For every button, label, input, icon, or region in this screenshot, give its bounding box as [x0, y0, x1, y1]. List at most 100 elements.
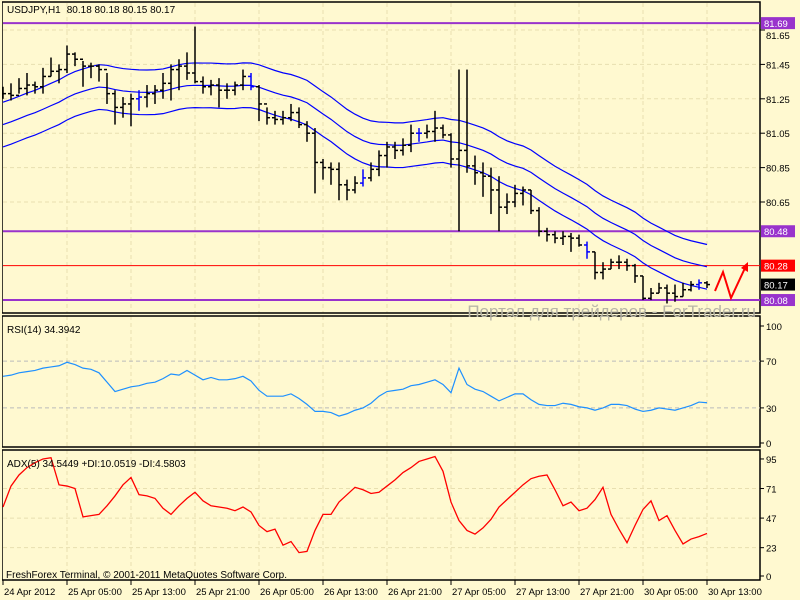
price-bar [440, 124, 446, 139]
price-panel [1, 1, 761, 314]
envelope-upper [2, 62, 708, 246]
watermark: Портал для трейдеров - ForTrader.ru [467, 302, 756, 321]
price-bar [128, 93, 134, 127]
price-bar [32, 81, 38, 94]
price-bar [248, 73, 254, 91]
time-label: 27 Apr 21:00 [580, 587, 634, 598]
time-label: 30 Apr 13:00 [708, 587, 762, 598]
price-bar [472, 155, 478, 185]
adx-tick-label: 95 [766, 455, 777, 466]
price-bar [616, 255, 622, 270]
price-bar [496, 176, 502, 232]
rsi-panel [1, 315, 761, 448]
price-bar [688, 281, 694, 292]
copyright: FreshForex Terminal, © 2001-2011 MetaQuo… [6, 570, 287, 581]
envelope-lower [2, 106, 708, 290]
price-bar [8, 83, 14, 101]
price-bar [96, 64, 102, 82]
price-bar [480, 162, 486, 197]
price-bar [320, 159, 326, 180]
price-bar [488, 167, 494, 215]
price-bar [296, 107, 302, 129]
price-tick-label: 81.65 [766, 31, 790, 42]
price-bar [664, 284, 670, 304]
price-bar [624, 258, 630, 271]
time-label: 25 Apr 21:00 [196, 587, 250, 598]
price-bar [512, 184, 518, 208]
price-bar [288, 103, 294, 122]
price-bar [416, 128, 422, 142]
price-bar [648, 288, 654, 301]
price-bar [408, 124, 414, 153]
price-bar [368, 162, 374, 182]
price-bar [696, 279, 702, 290]
rsi-label: RSI(14) 34.3942 [7, 325, 81, 336]
price-level-badge [761, 17, 795, 30]
price-bar [272, 110, 278, 125]
price-bar [168, 64, 174, 101]
price-bar [72, 52, 78, 67]
price-bar [280, 110, 286, 125]
price-tick-label: 81.25 [766, 95, 790, 106]
price-level-label: 80.08 [764, 296, 788, 307]
price-bar [600, 262, 606, 280]
price-tick-label: 80.65 [766, 198, 790, 209]
price-bar [528, 189, 534, 215]
price-bar [120, 97, 126, 118]
price-level-badge [761, 259, 795, 272]
price-bar [608, 258, 614, 270]
price-bar [560, 231, 566, 245]
price-bar [104, 68, 110, 104]
adx-label: ADX(5) 34.5449 +DI:10.0519 -DI:4.5803 [7, 459, 186, 470]
price-bar [384, 141, 390, 168]
price-bar [88, 62, 94, 79]
chart-header: USDJPY,H1 80.18 80.18 80.15 80.17 [7, 5, 176, 16]
price-bar [56, 64, 62, 84]
price-bar [40, 67, 46, 94]
rsi-line [2, 361, 708, 417]
price-bar [48, 57, 54, 78]
price-bar [672, 284, 678, 302]
current-price-label: 80.17 [764, 281, 788, 292]
axes: 24 Apr 2012 25 Apr 05:00 25 Apr 13:00 25 Ap… [2, 17, 795, 598]
price-bar [216, 78, 222, 108]
price-bar [176, 59, 182, 91]
rsi-tick-label: 0 [766, 439, 771, 450]
price-bar [152, 85, 158, 104]
price-level-badge [761, 225, 795, 238]
price-bar [544, 227, 550, 242]
price-bar [312, 128, 318, 194]
envelope-bands [2, 62, 708, 290]
price-bar [232, 81, 238, 96]
price-bar [24, 73, 30, 96]
price-tick-label: 81.05 [766, 129, 790, 140]
price-bar [504, 193, 510, 215]
price-bar [240, 69, 246, 91]
price-bar [464, 69, 470, 173]
price-bar [360, 169, 366, 187]
price-bar [264, 103, 270, 125]
price-bar [680, 282, 686, 298]
price-bar [400, 138, 406, 156]
price-bar [592, 251, 598, 280]
rsi-tick-label: 70 [766, 357, 777, 368]
price-bar [184, 52, 190, 80]
price-bar [576, 234, 582, 247]
price-bar [656, 282, 662, 294]
price-bars [0, 26, 710, 304]
time-label: 25 Apr 13:00 [132, 587, 186, 598]
price-bar [224, 83, 230, 99]
price-bar [136, 90, 142, 111]
zigzag-arrow [714, 267, 746, 301]
price-bar [432, 110, 438, 142]
price-bar [376, 150, 382, 177]
price-bar [192, 26, 198, 84]
rsi-tick-label: 100 [766, 322, 782, 333]
price-bar [448, 133, 454, 168]
time-label: 26 Apr 21:00 [388, 587, 442, 598]
time-label: 24 Apr 2012 [4, 587, 55, 598]
price-bar [208, 79, 214, 96]
price-level-label: 80.48 [764, 227, 788, 238]
price-bar [304, 121, 310, 142]
